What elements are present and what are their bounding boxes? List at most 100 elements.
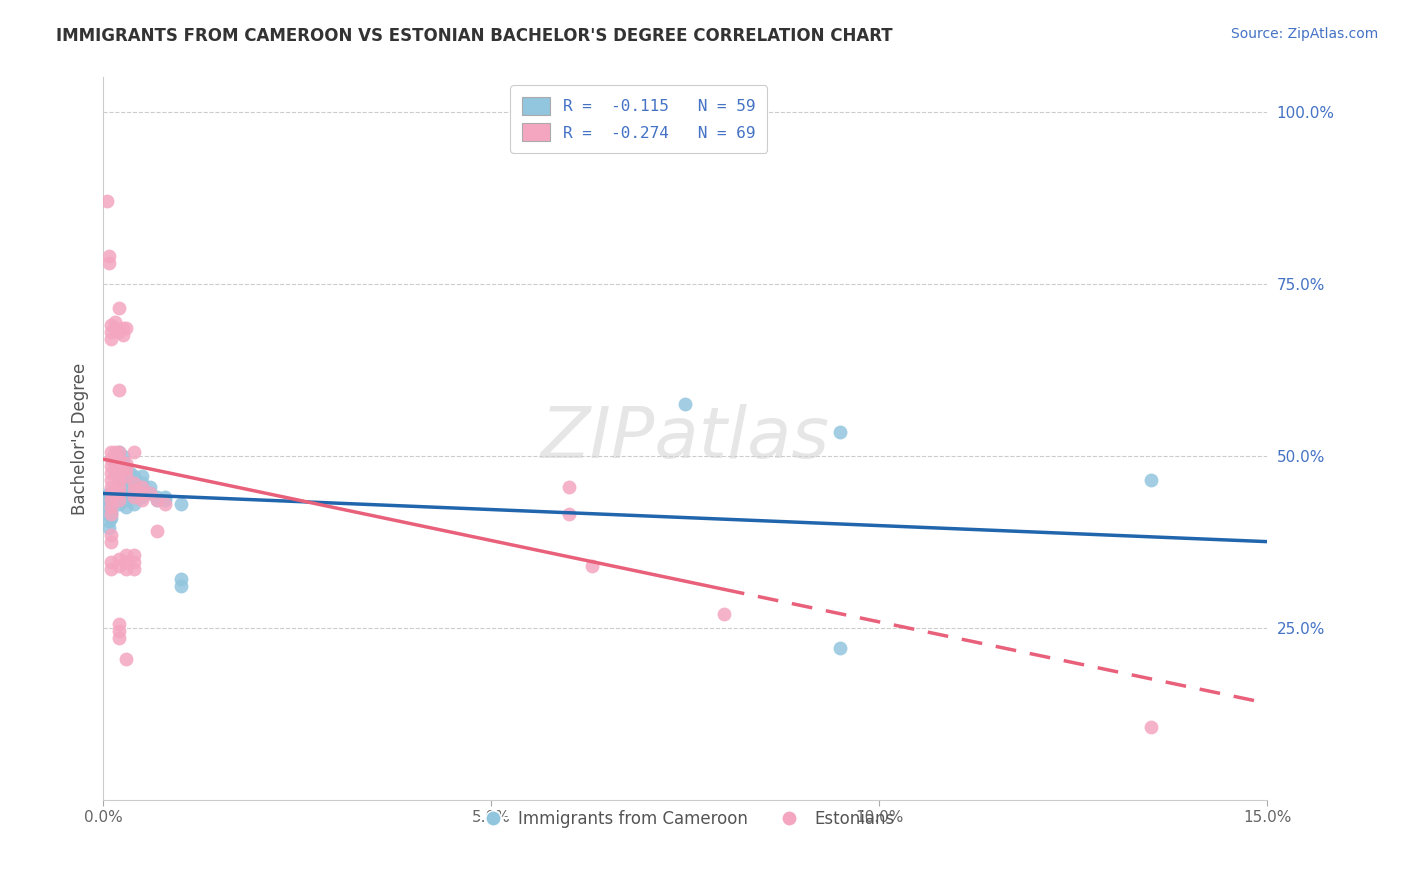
Point — [107, 301, 129, 315]
Point — [107, 466, 129, 480]
Point — [100, 332, 122, 346]
Point — [98, 514, 121, 528]
Point — [131, 476, 153, 491]
Point — [104, 445, 127, 459]
Point — [104, 321, 127, 335]
Point — [131, 490, 153, 504]
Point — [111, 462, 134, 476]
Point — [115, 555, 138, 569]
Point — [673, 397, 696, 411]
Point — [100, 466, 122, 480]
Point — [100, 507, 122, 521]
Point — [122, 562, 145, 576]
Point — [100, 458, 122, 473]
Point — [170, 497, 193, 511]
Point — [111, 456, 134, 470]
Point — [557, 507, 579, 521]
Point — [100, 493, 122, 508]
Point — [1139, 473, 1161, 487]
Point — [115, 462, 138, 476]
Legend: Immigrants from Cameroon, Estonians: Immigrants from Cameroon, Estonians — [470, 803, 901, 835]
Point — [153, 493, 176, 508]
Point — [107, 624, 129, 638]
Point — [107, 551, 129, 566]
Point — [557, 480, 579, 494]
Point — [107, 384, 129, 398]
Point — [1139, 720, 1161, 734]
Point — [98, 507, 121, 521]
Point — [107, 480, 129, 494]
Point — [122, 469, 145, 483]
Point — [100, 555, 122, 569]
Point — [107, 452, 129, 467]
Point — [107, 473, 129, 487]
Point — [581, 558, 603, 573]
Point — [104, 458, 127, 473]
Point — [100, 490, 122, 504]
Point — [120, 473, 142, 487]
Point — [111, 321, 134, 335]
Text: ZIPatlas: ZIPatlas — [540, 404, 830, 473]
Point — [100, 534, 122, 549]
Point — [104, 449, 127, 463]
Point — [107, 445, 129, 459]
Point — [115, 476, 138, 491]
Point — [115, 480, 138, 494]
Point — [98, 500, 121, 515]
Point — [122, 490, 145, 504]
Point — [100, 497, 122, 511]
Point — [104, 315, 127, 329]
Point — [107, 617, 129, 632]
Point — [830, 425, 852, 439]
Point — [100, 486, 122, 500]
Point — [100, 562, 122, 576]
Point — [98, 521, 121, 535]
Point — [107, 493, 129, 508]
Point — [100, 445, 122, 459]
Point — [98, 249, 121, 263]
Point — [100, 325, 122, 339]
Point — [115, 562, 138, 576]
Point — [100, 500, 122, 515]
Point — [111, 449, 134, 463]
Point — [131, 486, 153, 500]
Point — [115, 469, 138, 483]
Point — [100, 528, 122, 542]
Point — [111, 469, 134, 483]
Point — [120, 466, 142, 480]
Text: IMMIGRANTS FROM CAMEROON VS ESTONIAN BACHELOR'S DEGREE CORRELATION CHART: IMMIGRANTS FROM CAMEROON VS ESTONIAN BAC… — [56, 27, 893, 45]
Point — [115, 486, 138, 500]
Point — [104, 462, 127, 476]
Point — [170, 573, 193, 587]
Point — [131, 483, 153, 497]
Y-axis label: Bachelor's Degree: Bachelor's Degree — [72, 362, 89, 515]
Point — [138, 486, 160, 500]
Point — [107, 462, 129, 476]
Point — [107, 486, 129, 500]
Point — [100, 507, 122, 521]
Point — [115, 462, 138, 476]
Point — [713, 607, 735, 621]
Point — [115, 651, 138, 665]
Point — [131, 469, 153, 483]
Point — [122, 483, 145, 497]
Point — [96, 194, 118, 209]
Point — [100, 318, 122, 332]
Point — [170, 579, 193, 593]
Point — [153, 497, 176, 511]
Point — [107, 490, 129, 504]
Point — [107, 473, 129, 487]
Point — [107, 456, 129, 470]
Point — [100, 510, 122, 524]
Point — [122, 490, 145, 504]
Point — [122, 497, 145, 511]
Point — [122, 555, 145, 569]
Point — [115, 321, 138, 335]
Point — [100, 473, 122, 487]
Point — [830, 641, 852, 656]
Point — [107, 458, 129, 473]
Point — [100, 480, 122, 494]
Point — [122, 476, 145, 491]
Point — [107, 631, 129, 645]
Point — [146, 490, 169, 504]
